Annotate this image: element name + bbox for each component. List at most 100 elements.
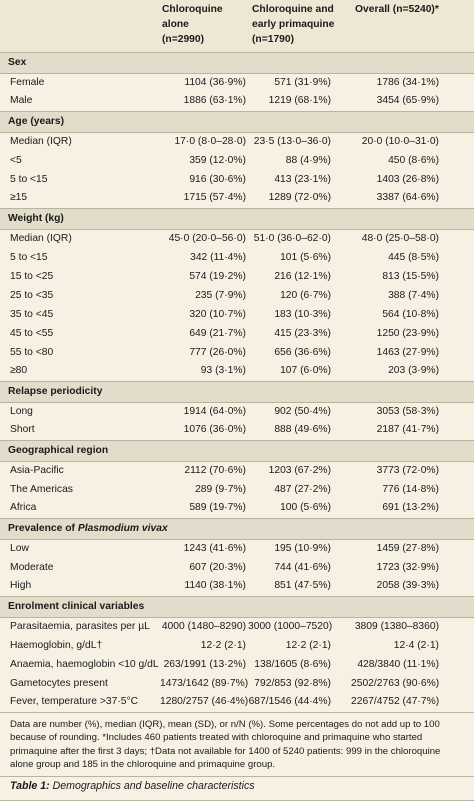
- cell-chloroquine-alone: 574 (19·2%): [189, 271, 246, 282]
- cell-chloroquine-alone: 320 (10·7%): [189, 309, 246, 320]
- cell-chloroquine-alone: 12·2 (2·1): [200, 640, 246, 651]
- cell-chloroquine-alone: 1473/1642 (89·7%): [160, 678, 249, 689]
- section-header-row: Weight (kg): [0, 207, 474, 230]
- cell-chloroquine-alone: 2112 (70·6%): [184, 465, 246, 477]
- cell-chloroquine-alone: 4000 (1480–8290): [161, 621, 246, 633]
- table-row: 5 to <15 916 (30·6%) 413 (23·1%) 1403 (26·8…: [0, 170, 474, 189]
- table-row: The Americas 289 (9·7%) 487 (27·2%) 776 (14…: [0, 480, 474, 499]
- section-header-row: Age (years): [0, 110, 474, 133]
- table-row: High 1140 (38·1%) 851 (47·5%) 2058 (39·3%): [0, 577, 474, 596]
- cell-overall: 1723 (32·9%): [376, 562, 439, 573]
- row-label: 55 to <80: [10, 347, 54, 358]
- table-row: Low 1243 (41·6%) 195 (10·9%) 1459 (27·8%): [0, 539, 474, 558]
- header-label-column: [0, 0, 160, 52]
- cell-chloroquine-alone: 1886 (63·1%): [183, 94, 246, 106]
- cell-overall: 3809 (1380–8360): [354, 621, 439, 633]
- cell-chloroquine-primaquine: 12·2 (2·1): [285, 640, 331, 651]
- cell-chloroquine-primaquine: 100 (5·6%): [280, 501, 331, 513]
- cell-chloroquine-primaquine: 888 (49·6%): [274, 423, 331, 435]
- section-title: Relapse periodicity: [0, 380, 474, 403]
- cell-chloroquine-alone: 1715 (57·4%): [183, 191, 246, 203]
- cell-overall: 1786 (34·1%): [376, 77, 439, 89]
- table-body: Sex Female 1104 (36·9%) 571 (31·9%) 1786 (34…: [0, 51, 474, 712]
- cell-overall: 3454 (65·9%): [376, 94, 439, 106]
- row-label: High: [10, 579, 32, 591]
- table-row: 25 to <35 235 (7·9%) 120 (6·7%) 388 (7·4%): [0, 286, 474, 305]
- cell-chloroquine-primaquine: 687/1546 (44·4%): [248, 696, 331, 707]
- cell-chloroquine-primaquine: 23·5 (13·0–36·0): [253, 136, 331, 148]
- cell-overall: 388 (7·4%): [388, 290, 439, 301]
- section-title: Prevalence of Plasmodium vivax: [0, 517, 474, 540]
- cell-overall: 564 (10·8%): [382, 309, 439, 320]
- table-row: 15 to <25 574 (19·2%) 216 (12·1%) 813 (15·5…: [0, 267, 474, 286]
- cell-chloroquine-primaquine: 656 (36·6%): [274, 347, 331, 358]
- cell-chloroquine-alone: 342 (11·4%): [190, 252, 246, 263]
- cell-overall: 2502/2763 (90·6%): [351, 678, 440, 689]
- cell-chloroquine-primaquine: 487 (27·2%): [274, 484, 331, 495]
- cell-chloroquine-primaquine: 1203 (67·2%): [268, 465, 331, 477]
- row-label: 45 to <55: [10, 328, 54, 339]
- row-label: The Americas: [10, 484, 73, 495]
- cell-chloroquine-alone: 1280/2757 (46·4%): [160, 696, 249, 707]
- cell-chloroquine-alone: 589 (19·7%): [189, 501, 246, 513]
- section-title: Enrolment clinical variables: [0, 595, 474, 618]
- cell-overall: 20·0 (10·0–31·0): [361, 136, 439, 148]
- table-caption: Table 1: Demographics and baseline chara…: [0, 776, 474, 801]
- cell-chloroquine-primaquine: 413 (23·1%): [274, 174, 331, 185]
- cell-chloroquine-primaquine: 51·0 (36·0–62·0): [253, 233, 331, 245]
- table-row: Africa 589 (19·7%) 100 (5·6%) 691 (13·2%): [0, 499, 474, 518]
- cell-chloroquine-alone: 649 (21·7%): [189, 328, 246, 339]
- header-chloroquine-primaquine: Chloroquine and early primaquine (n=1790…: [248, 0, 351, 52]
- row-label: Median (IQR): [10, 136, 72, 148]
- cell-chloroquine-alone: 263/1991 (13·2%): [163, 659, 246, 670]
- table-row: Asia-Pacific 2112 (70·6%) 1203 (67·2%) 3773…: [0, 461, 474, 480]
- cell-overall: 450 (8·6%): [388, 155, 439, 166]
- row-label: Low: [10, 543, 29, 555]
- row-label: 25 to <35: [10, 290, 54, 301]
- cell-chloroquine-alone: 235 (7·9%): [195, 290, 246, 301]
- table-row: Haemoglobin, g/dL† 12·2 (2·1) 12·2 (2·1) 12…: [0, 636, 474, 655]
- cell-chloroquine-primaquine: 3000 (1000–7520): [248, 621, 333, 633]
- cell-overall: 428/3840 (11·1%): [357, 659, 439, 670]
- table-row: 5 to <15 342 (11·4%) 101 (5·6%) 445 (8·5%): [0, 248, 474, 267]
- row-label: 15 to <25: [10, 271, 54, 282]
- row-label: Median (IQR): [10, 233, 72, 245]
- cell-chloroquine-alone: 1914 (64·0%): [183, 406, 246, 418]
- row-label: Female: [10, 77, 45, 89]
- section-header-row: Geographical region: [0, 439, 474, 462]
- section-header-row: Relapse periodicity: [0, 380, 474, 403]
- cell-chloroquine-primaquine: 120 (6·7%): [280, 290, 331, 301]
- row-label: ≥80: [10, 364, 28, 376]
- baseline-characteristics-table: Chloroquine alone (n=2990) Chloroquine a…: [0, 0, 474, 712]
- section-title: Sex: [0, 51, 474, 74]
- row-label: Africa: [10, 501, 37, 513]
- cell-overall: 1459 (27·8%): [376, 543, 439, 555]
- cell-chloroquine-primaquine: 195 (10·9%): [274, 543, 331, 555]
- cell-chloroquine-primaquine: 183 (10·3%): [274, 309, 331, 320]
- table-row: Parasitaemia, parasites per µL 4000 (1480…: [0, 617, 474, 636]
- cell-chloroquine-primaquine: 138/1605 (8·6%): [254, 659, 331, 670]
- cell-chloroquine-primaquine: 107 (6·0%): [280, 364, 331, 376]
- table-row: 35 to <45 320 (10·7%) 183 (10·3%) 564 (10·8…: [0, 305, 474, 324]
- table-row: 55 to <80 777 (26·0%) 656 (36·6%) 1463 (27·…: [0, 343, 474, 362]
- row-label: Fever, temperature >37·5°C: [10, 696, 139, 707]
- cell-chloroquine-alone: 289 (9·7%): [195, 484, 246, 495]
- table-row: ≥80 93 (3·1%) 107 (6·0%) 203 (3·9%): [0, 362, 474, 381]
- table-row: Gametocytes present 1473/1642 (89·7%) 792/…: [0, 674, 474, 693]
- cell-overall: 1250 (23·9%): [376, 328, 439, 339]
- cell-overall: 445 (8·5%): [388, 252, 439, 263]
- row-label: Long: [10, 406, 33, 418]
- table-row: Median (IQR) 45·0 (20·0–56·0) 51·0 (36·0–6…: [0, 229, 474, 248]
- cell-chloroquine-primaquine: 744 (41·6%): [274, 562, 331, 573]
- cell-overall: 203 (3·9%): [388, 364, 439, 376]
- cell-chloroquine-alone: 777 (26·0%): [189, 347, 246, 358]
- row-label: Anaemia, haemoglobin <10 g/dL: [10, 659, 159, 670]
- caption-label: Table 1:: [10, 780, 50, 793]
- cell-overall: 1463 (27·9%): [376, 347, 439, 358]
- section-header-row: Sex: [0, 51, 474, 74]
- row-label: ≥15: [10, 191, 28, 203]
- cell-overall: 813 (15·5%): [382, 271, 439, 282]
- section-title-prefix: Prevalence of: [8, 523, 78, 534]
- cell-overall: 2267/4752 (47·7%): [351, 696, 440, 707]
